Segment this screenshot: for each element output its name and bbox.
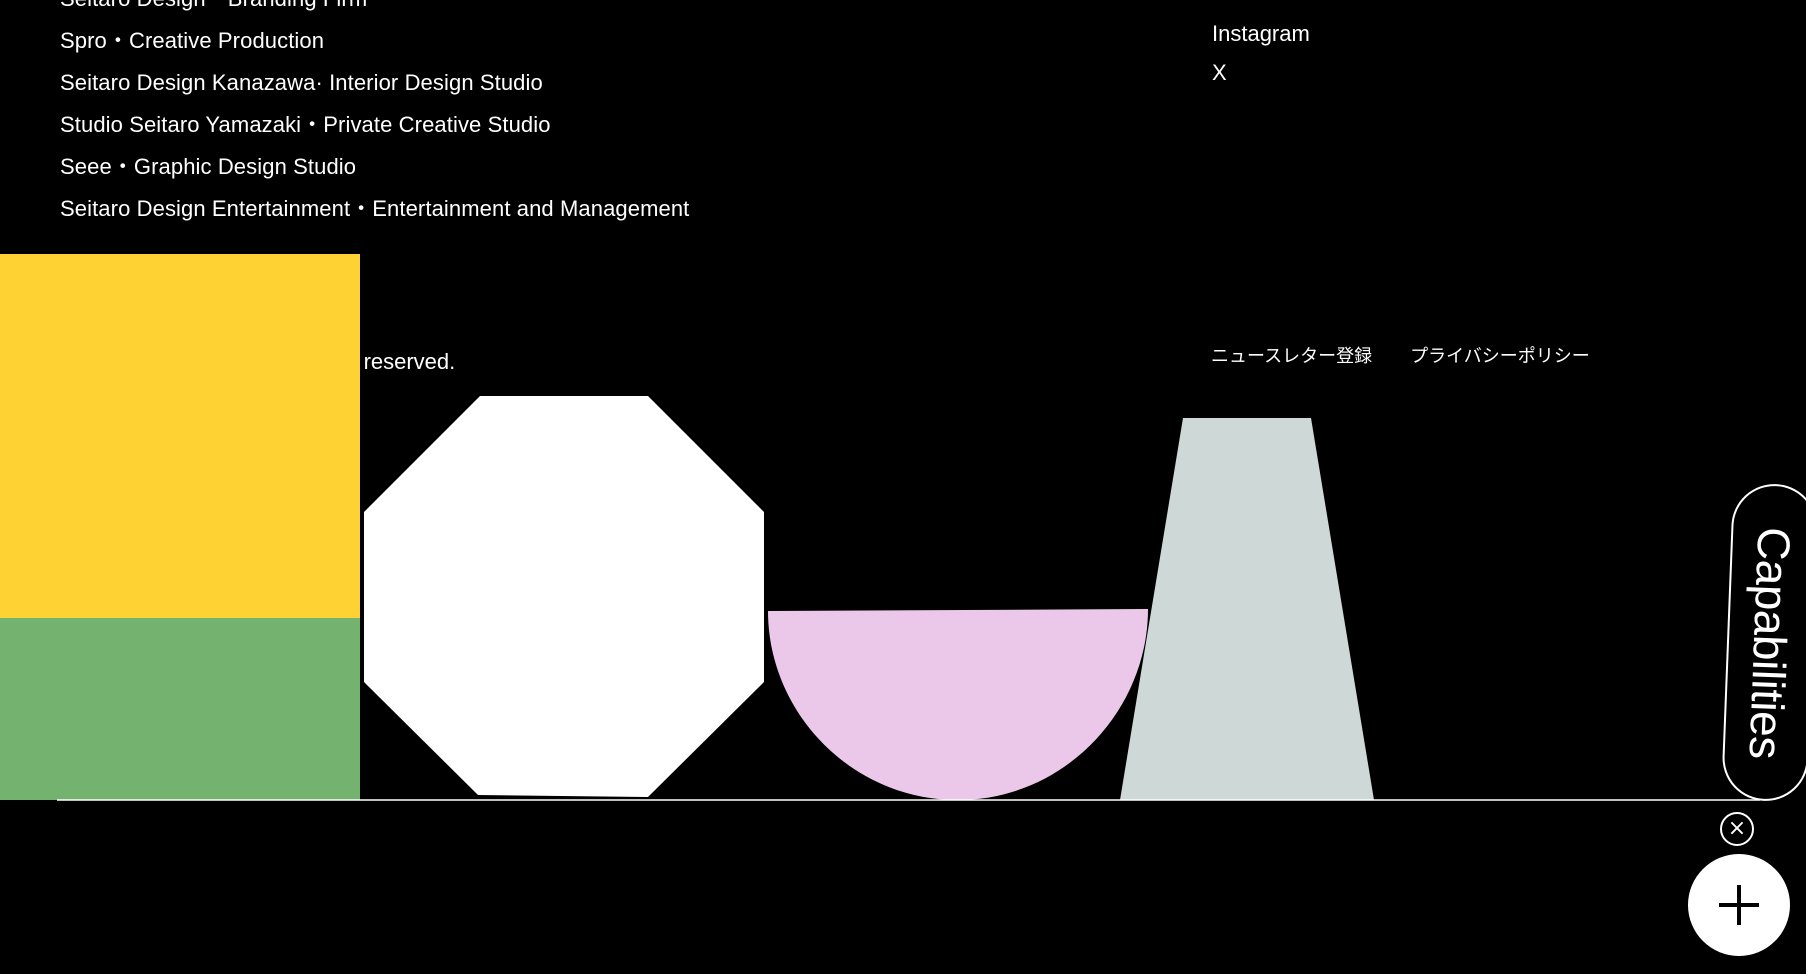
- yellow-rectangle: [0, 254, 360, 618]
- instagram-link[interactable]: Instagram: [1212, 21, 1310, 46]
- grey-trapezoid: [1120, 418, 1374, 800]
- company-link[interactable]: Studio Seitaro Yamazaki・Private Creative…: [60, 112, 551, 137]
- company-link[interactable]: Seitaro Design・Branding Firm: [60, 0, 689, 20]
- capabilities-tab[interactable]: Capabilities: [1720, 482, 1806, 803]
- x-link[interactable]: X: [1212, 60, 1227, 85]
- close-icon: ×: [1727, 816, 1747, 841]
- legal-links: ニュースレター登録 プライバシーポリシー: [1211, 345, 1590, 369]
- company-link[interactable]: Seee・Graphic Design Studio: [60, 154, 357, 179]
- capabilities-label: Capabilities: [1739, 525, 1801, 760]
- white-octagon: [364, 396, 764, 797]
- social-links: Instagram X: [1212, 14, 1310, 92]
- open-menu-button[interactable]: [1688, 854, 1790, 956]
- company-link[interactable]: Seitaro Design Entertainment・Entertainme…: [60, 196, 690, 221]
- green-rectangle: [0, 618, 360, 800]
- company-link[interactable]: Seitaro Design Kanazawa· Interior Design…: [60, 70, 543, 95]
- company-list: Seitaro Design・Branding Firm Spro・Creati…: [60, 0, 689, 230]
- close-button[interactable]: ×: [1720, 812, 1754, 846]
- privacy-policy-link[interactable]: プライバシーポリシー: [1410, 346, 1590, 367]
- pink-half-circle: [768, 609, 1148, 800]
- company-link[interactable]: Spro・Creative Production: [60, 28, 325, 53]
- newsletter-link[interactable]: ニュースレター登録: [1211, 346, 1373, 367]
